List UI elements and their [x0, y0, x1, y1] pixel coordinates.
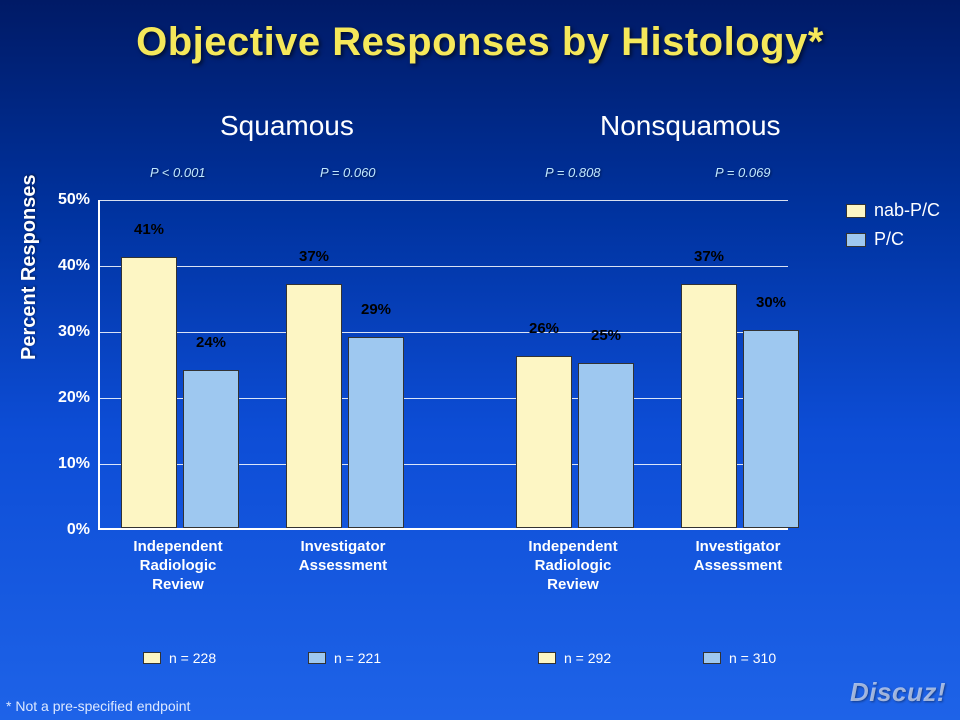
n-swatch — [538, 652, 556, 664]
bar-value-label: 30% — [756, 294, 786, 311]
n-value-3: n = 310 — [703, 650, 776, 666]
legend-item-1: P/C — [846, 229, 940, 250]
p-value-3: P = 0.069 — [715, 165, 771, 180]
p-value-2: P = 0.808 — [545, 165, 601, 180]
bar-squamous-1-nab — [286, 284, 342, 528]
bar-value-label: 29% — [361, 301, 391, 318]
n-label: n = 228 — [169, 650, 216, 666]
y-tick-label: 50% — [40, 191, 90, 209]
y-tick-label: 30% — [40, 323, 90, 341]
n-label: n = 221 — [334, 650, 381, 666]
y-tick-label: 10% — [40, 455, 90, 473]
y-tick-label: 40% — [40, 257, 90, 275]
n-swatch — [703, 652, 721, 664]
watermark: Discuz! — [850, 677, 946, 708]
gridline — [100, 266, 788, 267]
x-category-label: IndependentRadiologicReview — [108, 538, 248, 594]
plot-region: 41% 24% 37% 29% 26% 25% 37% 30% — [98, 200, 788, 530]
y-tick-label: 0% — [40, 521, 90, 539]
panel-label-squamous: Squamous — [220, 110, 354, 142]
n-value-1: n = 221 — [308, 650, 381, 666]
n-value-0: n = 228 — [143, 650, 216, 666]
y-axis-label: Percent Responses — [18, 174, 41, 360]
y-tick-label: 20% — [40, 389, 90, 407]
x-category-label: InvestigatorAssessment — [668, 538, 808, 576]
bar-value-label: 26% — [529, 320, 559, 337]
bar-squamous-1-pc — [348, 337, 404, 528]
gridline — [100, 200, 788, 201]
p-value-1: P = 0.060 — [320, 165, 376, 180]
slide-title: Objective Responses by Histology* — [0, 0, 960, 65]
n-value-2: n = 292 — [538, 650, 611, 666]
legend-swatch — [846, 204, 866, 218]
x-category-label: InvestigatorAssessment — [273, 538, 413, 576]
bar-nonsquamous-3-pc — [743, 330, 799, 528]
x-category-label: IndependentRadiologicReview — [503, 538, 643, 594]
n-values-row: n = 228 n = 221 n = 292 n = 310 — [98, 650, 788, 674]
legend-item-0: nab-P/C — [846, 200, 940, 221]
bar-nonsquamous-3-nab — [681, 284, 737, 528]
n-label: n = 310 — [729, 650, 776, 666]
panel-label-nonsquamous: Nonsquamous — [600, 110, 781, 142]
footnote: * Not a pre-specified endpoint — [6, 698, 190, 714]
chart-area: 41%24%37%29%26%25%37%30% IndependentRadi… — [98, 190, 788, 580]
n-label: n = 292 — [564, 650, 611, 666]
n-swatch — [143, 652, 161, 664]
bar-value-label: 25% — [591, 327, 621, 344]
bar-value-label: 24% — [196, 334, 226, 351]
legend: nab-P/C P/C — [846, 200, 940, 258]
bar-squamous-0-pc — [183, 370, 239, 528]
bar-value-label: 41% — [134, 221, 164, 238]
bar-squamous-0-nab — [121, 257, 177, 528]
legend-swatch — [846, 233, 866, 247]
bar-nonsquamous-2-nab — [516, 356, 572, 528]
bar-nonsquamous-2-pc — [578, 363, 634, 528]
bar-value-label: 37% — [694, 248, 724, 265]
bar-value-label: 37% — [299, 248, 329, 265]
legend-label: P/C — [874, 229, 904, 250]
p-value-0: P < 0.001 — [150, 165, 206, 180]
legend-label: nab-P/C — [874, 200, 940, 221]
n-swatch — [308, 652, 326, 664]
